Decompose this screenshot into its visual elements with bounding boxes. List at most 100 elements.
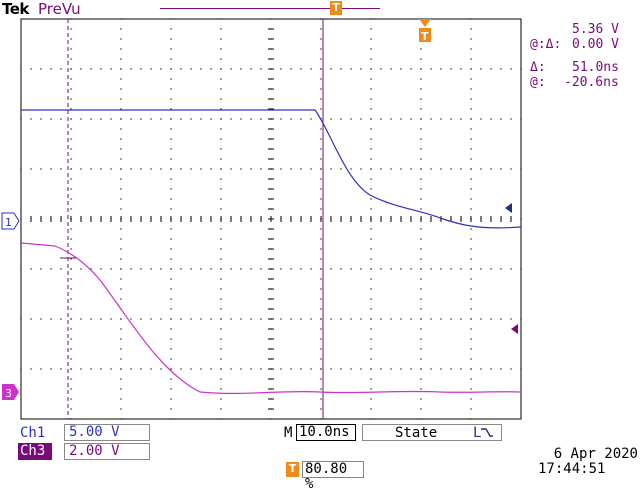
grid-dot	[70, 48, 72, 50]
grid-dot	[440, 68, 442, 70]
grid-dot	[360, 268, 362, 270]
grid-dot	[280, 318, 282, 320]
grid-dot	[420, 328, 422, 330]
grid-dot	[350, 268, 352, 270]
grid-dot	[170, 388, 172, 390]
ch1-trigger-arrow-icon[interactable]	[505, 203, 512, 213]
grid-dot	[340, 318, 342, 320]
grid-dot	[170, 128, 172, 130]
ch3-scale[interactable]: 2.00 V	[64, 443, 150, 460]
grid-dot	[470, 228, 472, 230]
ch3-ground-marker-icon[interactable]: 3	[2, 384, 19, 400]
grid-dot	[300, 368, 302, 370]
grid-dot	[170, 368, 172, 370]
grid-dot	[40, 118, 42, 120]
grid-dot	[290, 68, 292, 70]
grid-dot	[460, 118, 462, 120]
grid-dot	[370, 118, 372, 120]
grid-dot	[220, 138, 222, 140]
grid-dot	[470, 398, 472, 400]
grid-dot	[80, 318, 82, 320]
grid-dot	[420, 88, 422, 90]
grid-dot	[170, 178, 172, 180]
grid-dot	[180, 368, 182, 370]
grid-dot	[110, 318, 112, 320]
grid-dot	[320, 88, 322, 90]
grid-dot	[320, 348, 322, 350]
ch3-label[interactable]: Ch3	[18, 443, 52, 460]
ch3-trigger-arrow-icon[interactable]	[511, 324, 518, 334]
grid-dot	[470, 328, 472, 330]
grid-dot	[190, 318, 192, 320]
grid-dot	[80, 118, 82, 120]
grid-dot	[340, 168, 342, 170]
grid-dot	[70, 358, 72, 360]
grid-dot	[380, 168, 382, 170]
grid-dot	[180, 318, 182, 320]
grid-dot	[360, 318, 362, 320]
grid-dot	[120, 198, 122, 200]
timebase-value[interactable]: 10.0ns	[296, 424, 356, 441]
grid-dot	[450, 318, 452, 320]
grid-dot	[220, 398, 222, 400]
grid-dot	[90, 118, 92, 120]
grid-dot	[70, 128, 72, 130]
trigger-position-icon[interactable]: T	[419, 19, 431, 43]
grid-dot	[230, 68, 232, 70]
grid-dot	[170, 248, 172, 250]
ch1-label[interactable]: Ch1	[20, 425, 46, 441]
grid-dot	[250, 318, 252, 320]
grid-dot	[450, 118, 452, 120]
grid-dot	[170, 88, 172, 90]
grid-dot	[120, 228, 122, 230]
grid-dot	[320, 248, 322, 250]
grid-dot	[120, 48, 122, 50]
grid-dot	[180, 68, 182, 70]
timebase-label: M	[284, 425, 293, 441]
grid-dot	[520, 68, 522, 70]
ch1-ground-marker-icon[interactable]: 1	[1, 212, 20, 230]
grid-dot	[350, 118, 352, 120]
trigger-status-box[interactable]: State L	[362, 424, 502, 441]
ch1-scale[interactable]: 5.00 V	[64, 424, 150, 441]
grid-dot	[140, 368, 142, 370]
grid-dot	[420, 248, 422, 250]
grid-dot	[280, 268, 282, 270]
grid-dot	[440, 118, 442, 120]
grid-dot	[420, 308, 422, 310]
grid-dot	[80, 68, 82, 70]
grid-dot	[370, 88, 372, 90]
grid-dot	[320, 108, 322, 110]
grid-dot	[180, 268, 182, 270]
grid-dot	[340, 368, 342, 370]
grid-dot	[30, 118, 32, 120]
grid-dot	[120, 108, 122, 110]
grid-dot	[160, 168, 162, 170]
grid-dot	[250, 118, 252, 120]
grid-dot	[20, 168, 22, 170]
grid-dot	[470, 338, 472, 340]
grid-dot	[520, 318, 522, 320]
grid-dot	[220, 68, 222, 70]
grid-dot	[320, 78, 322, 80]
ch3-waveform	[20, 242, 522, 395]
grid-dot	[240, 368, 242, 370]
grid-dot	[350, 168, 352, 170]
grid-dot	[280, 168, 282, 170]
trigger-position-value[interactable]: 80.80 %	[302, 461, 364, 492]
grid-dot	[120, 158, 122, 160]
grid-dot	[320, 198, 322, 200]
grid-dot	[380, 118, 382, 120]
delta-symbol: Δ:	[545, 37, 562, 52]
grid-dot	[170, 298, 172, 300]
grid-dot	[320, 158, 322, 160]
grid-dot	[60, 318, 62, 320]
grid-dot	[170, 318, 172, 320]
grid-dot	[140, 118, 142, 120]
grid-dot	[260, 68, 262, 70]
grid-dot	[130, 268, 132, 270]
grid-dot	[50, 268, 52, 270]
grid-dot	[70, 178, 72, 180]
grid-dot	[420, 378, 422, 380]
grid-dot	[380, 68, 382, 70]
